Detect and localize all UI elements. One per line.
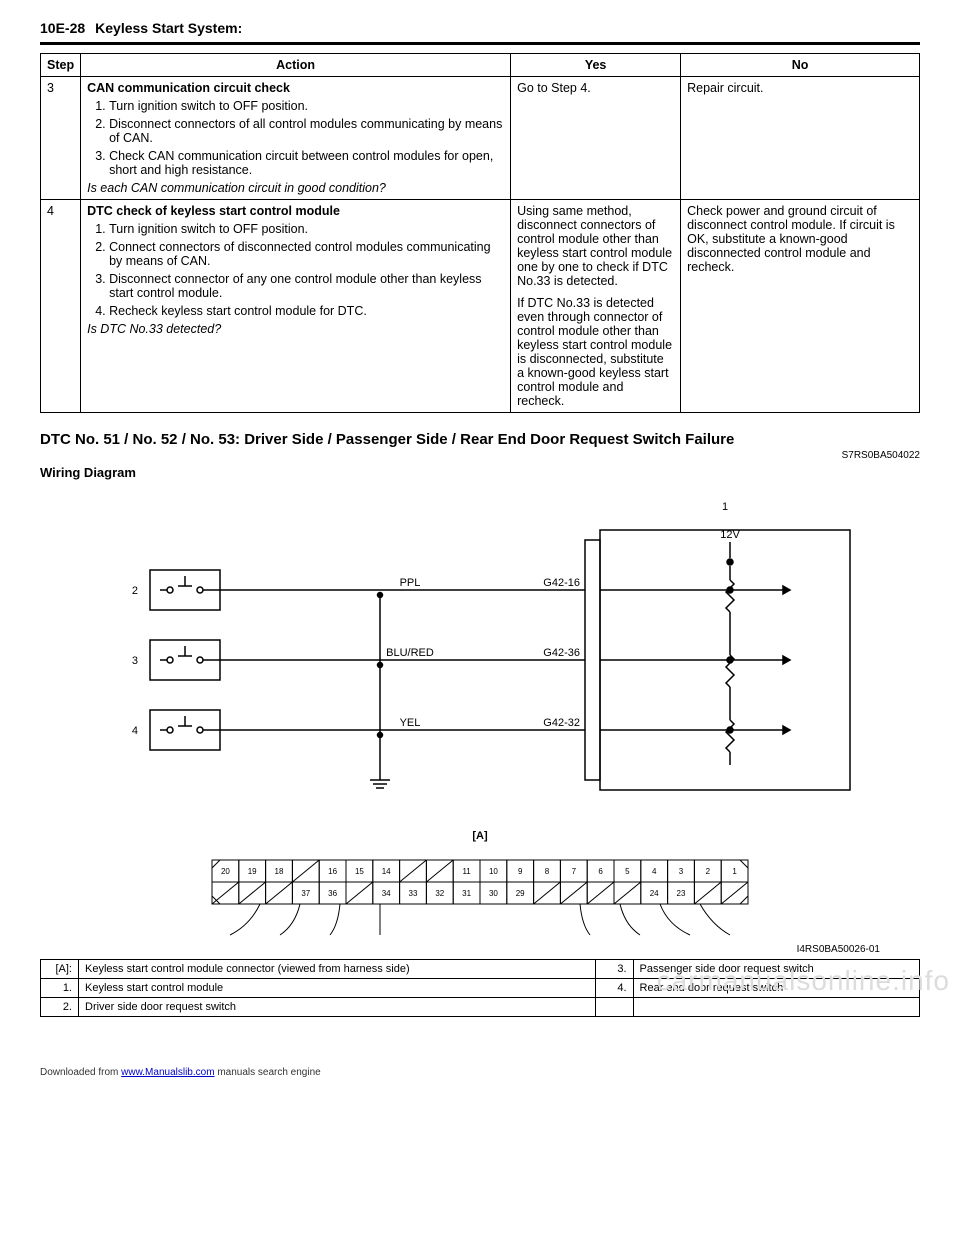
section-subhead: Wiring Diagram <box>40 465 920 480</box>
no-cell: Repair circuit. <box>681 77 920 200</box>
col-yes: Yes <box>511 54 681 77</box>
svg-text:14: 14 <box>382 867 391 876</box>
svg-text:30: 30 <box>489 889 498 898</box>
svg-text:PPL: PPL <box>400 577 421 589</box>
svg-text:18: 18 <box>275 867 284 876</box>
legend-key <box>595 998 633 1017</box>
svg-text:24: 24 <box>650 889 659 898</box>
legend-key: [A]: <box>41 960 79 979</box>
svg-text:34: 34 <box>382 889 391 898</box>
legend-value: Rear end door request switch <box>633 979 919 998</box>
action-step: Turn ignition switch to OFF position. <box>109 99 504 113</box>
section-heading: DTC No. 51 / No. 52 / No. 53: Driver Sid… <box>40 431 920 448</box>
step-cell: 3 <box>41 77 81 200</box>
svg-text:19: 19 <box>248 867 257 876</box>
switch-3: 3 <box>132 640 220 680</box>
legend-value: Driver side door request switch <box>79 998 596 1017</box>
svg-text:37: 37 <box>301 889 310 898</box>
header-rule <box>40 42 920 45</box>
svg-text:G42-32: G42-32 <box>543 717 580 729</box>
legend-value <box>633 998 919 1017</box>
svg-text:2: 2 <box>132 585 138 597</box>
svg-text:20: 20 <box>221 867 230 876</box>
page-number: 10E-28 <box>40 20 85 36</box>
svg-text:6: 6 <box>598 867 603 876</box>
svg-text:33: 33 <box>409 889 418 898</box>
legend-value: Passenger side door request switch <box>633 960 919 979</box>
action-question: Is each CAN communication circuit in goo… <box>87 181 504 195</box>
action-step: Disconnect connector of any one control … <box>109 272 504 300</box>
page-footer: Downloaded from www.Manualslib.com manua… <box>0 1067 960 1088</box>
svg-text:3: 3 <box>132 655 138 667</box>
connector-label: [A] <box>40 830 920 842</box>
action-question: Is DTC No.33 detected? <box>87 322 504 336</box>
legend-key: 3. <box>595 960 633 979</box>
svg-text:15: 15 <box>355 867 364 876</box>
action-steps: Turn ignition switch to OFF position. Dis… <box>87 99 504 177</box>
svg-text:4: 4 <box>652 867 657 876</box>
wiring-diagram: 1 12V 2PPLG42-163BLU/REDG42-364YELG42- <box>70 490 890 830</box>
svg-text:3: 3 <box>679 867 684 876</box>
legend-value: Keyless start control module <box>79 979 596 998</box>
svg-text:23: 23 <box>677 889 686 898</box>
svg-text:1: 1 <box>732 867 737 876</box>
page-header: 10E-28 Keyless Start System: <box>40 20 920 36</box>
action-step: Disconnect connectors of all control mod… <box>109 117 504 145</box>
legend-table: [A]:Keyless start control module connect… <box>40 959 920 1017</box>
step-cell: 4 <box>41 200 81 413</box>
action-title: DTC check of keyless start control modul… <box>87 204 504 218</box>
doc-reference: S7RS0BA504022 <box>40 450 920 461</box>
voltage-label: 12V <box>720 529 740 541</box>
svg-text:36: 36 <box>328 889 337 898</box>
action-title: CAN communication circuit check <box>87 81 504 95</box>
svg-text:10: 10 <box>489 867 498 876</box>
connector-diagram: 2019181615141110987654321373634333231302… <box>200 850 760 940</box>
svg-text:29: 29 <box>516 889 525 898</box>
yes-cell: Using same method, disconnect connectors… <box>511 200 681 413</box>
footer-suffix: manuals search engine <box>217 1067 320 1078</box>
col-no: No <box>681 54 920 77</box>
action-cell: CAN communication circuit check Turn ign… <box>81 77 511 200</box>
module-number: 1 <box>722 501 728 513</box>
col-step: Step <box>41 54 81 77</box>
yes-cell: Go to Step 4. <box>511 77 681 200</box>
svg-text:7: 7 <box>572 867 577 876</box>
switch-4: 4 <box>132 710 220 750</box>
page: 10E-28 Keyless Start System: Step Action… <box>0 0 960 1027</box>
svg-text:2: 2 <box>706 867 711 876</box>
legend-key: 1. <box>41 979 79 998</box>
figure-reference: I4RS0BA50026-01 <box>40 944 880 955</box>
action-step: Recheck keyless start control module for… <box>109 304 504 318</box>
switch-2: 2 <box>132 570 220 610</box>
action-step: Connect connectors of disconnected contr… <box>109 240 504 268</box>
svg-text:G42-16: G42-16 <box>543 577 580 589</box>
footer-prefix: Downloaded from <box>40 1067 121 1078</box>
action-steps: Turn ignition switch to OFF position. Con… <box>87 222 504 318</box>
svg-text:32: 32 <box>435 889 444 898</box>
svg-text:YEL: YEL <box>400 717 421 729</box>
svg-text:31: 31 <box>462 889 471 898</box>
svg-text:G42-36: G42-36 <box>543 647 580 659</box>
svg-text:8: 8 <box>545 867 550 876</box>
svg-text:BLU/RED: BLU/RED <box>386 647 434 659</box>
action-cell: DTC check of keyless start control modul… <box>81 200 511 413</box>
svg-text:11: 11 <box>462 867 471 876</box>
diagnostic-table: Step Action Yes No 3CAN communication ci… <box>40 53 920 413</box>
footer-link[interactable]: www.Manualslib.com <box>121 1067 214 1078</box>
legend-value: Keyless start control module connector (… <box>79 960 596 979</box>
svg-text:9: 9 <box>518 867 523 876</box>
action-step: Check CAN communication circuit between … <box>109 149 504 177</box>
action-step: Turn ignition switch to OFF position. <box>109 222 504 236</box>
svg-text:16: 16 <box>328 867 337 876</box>
svg-text:5: 5 <box>625 867 630 876</box>
svg-text:4: 4 <box>132 725 138 737</box>
legend-key: 2. <box>41 998 79 1017</box>
col-action: Action <box>81 54 511 77</box>
wiring-diagram-container: 1 12V 2PPLG42-163BLU/REDG42-364YELG42- <box>40 490 920 955</box>
no-cell: Check power and ground circuit of discon… <box>681 200 920 413</box>
page-title: Keyless Start System: <box>95 20 242 36</box>
legend-key: 4. <box>595 979 633 998</box>
